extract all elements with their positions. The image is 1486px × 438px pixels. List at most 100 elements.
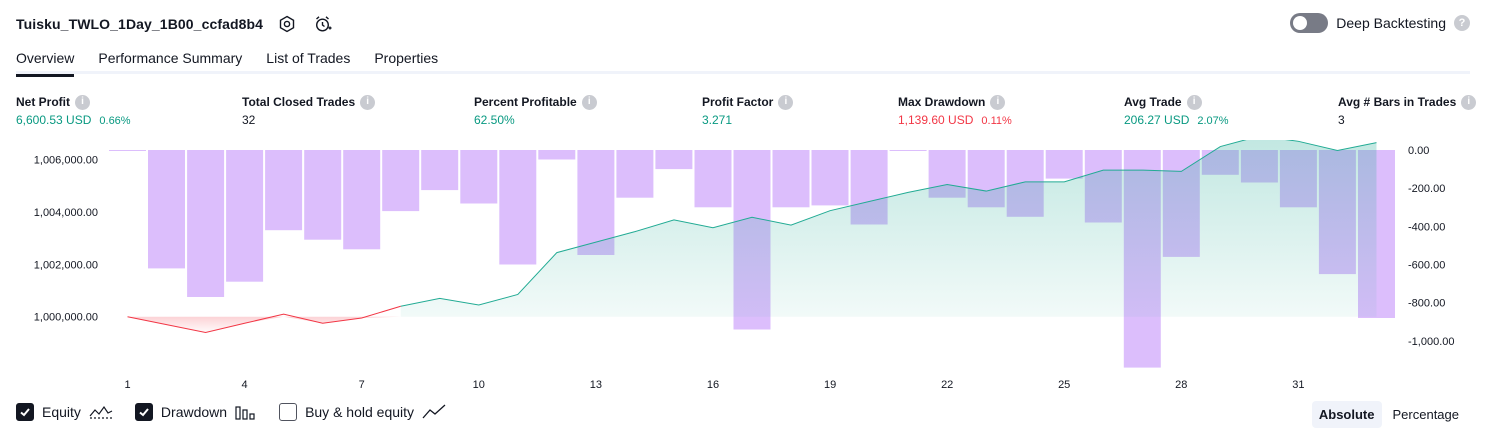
settings-icon[interactable]: [275, 12, 299, 36]
metric-label: Avg # Bars in Trades: [1338, 95, 1457, 109]
tab-properties[interactable]: Properties: [374, 50, 439, 66]
alert-clock-icon[interactable]: [311, 12, 335, 36]
info-icon[interactable]: i: [990, 94, 1006, 110]
equity-line-below: [127, 305, 401, 333]
y-tick-label-left: 1,002,000.00: [34, 259, 98, 271]
metric-avg-bars-in-trades: Avg # Bars in Trades i 3: [1338, 94, 1477, 127]
metric-sub: 0.66%: [99, 115, 131, 127]
metric-total-closed-trades: Total Closed Trades i 32: [242, 94, 376, 127]
info-icon[interactable]: i: [1186, 94, 1202, 110]
buy-hold-checkbox[interactable]: [279, 403, 298, 421]
drawdown-bar: [577, 150, 615, 255]
deep-backtesting-label: Deep Backtesting: [1336, 15, 1446, 31]
value-mode-switch: Absolute Percentage: [1311, 401, 1466, 428]
drawdown-bar: [187, 150, 225, 297]
equity-checkbox[interactable]: [16, 403, 34, 421]
drawdown-bar: [421, 150, 459, 191]
buy-hold-line-icon: [422, 404, 446, 420]
metric-value: 62.50%: [474, 113, 515, 127]
info-icon[interactable]: i: [1461, 94, 1477, 110]
y-tick-label-left: 1,000,000.00: [34, 312, 98, 324]
chart-legend: Equity Drawdown Buy & hold equity: [16, 403, 446, 421]
legend-label: Buy & hold equity: [305, 404, 415, 420]
metric-value: 3: [1338, 113, 1345, 127]
metric-label: Max Drawdown: [898, 95, 986, 109]
drawdown-bar: [265, 150, 303, 231]
metric-max-drawdown: Max Drawdown i 1,139.60 USD 0.11%: [898, 94, 1012, 127]
legend-buy-hold-equity[interactable]: Buy & hold equity: [279, 403, 446, 421]
metric-value: 6,600.53 USD: [16, 113, 92, 127]
info-icon[interactable]: i: [581, 94, 597, 110]
legend-label: Equity: [42, 404, 81, 420]
x-tick-label: 25: [1058, 379, 1070, 391]
drawdown-bar: [655, 150, 693, 170]
drawdown-bar: [460, 150, 498, 204]
drawdown-bar: [343, 150, 381, 250]
equity-line-above: [400, 140, 1377, 307]
drawdown-bar: [304, 150, 342, 240]
drawdown-bar: [1045, 150, 1083, 179]
y-tick-label-right: -400.00: [1408, 221, 1445, 233]
deep-backtesting-toggle[interactable]: [1290, 13, 1329, 33]
x-tick-label: 7: [359, 379, 365, 391]
strategy-header: Tuisku_TWLO_1Day_1B00_ccfad8b4: [16, 12, 335, 36]
metric-label: Profit Factor: [702, 95, 774, 109]
deep-backtesting: Deep Backtesting ?: [1290, 13, 1470, 33]
tab-list-of-trades[interactable]: List of Trades: [266, 50, 351, 66]
metric-label: Avg Trade: [1124, 95, 1182, 109]
x-axis: 1 4 7 10 13 16 19 22 25 28 31: [124, 379, 1304, 391]
drawdown-bar: [772, 150, 810, 208]
legend-label: Drawdown: [160, 404, 228, 420]
tab-overview[interactable]: Overview: [16, 44, 75, 77]
drawdown-bar: [109, 150, 146, 151]
equity-drawdown-chart[interactable]: 1,000,000.00 1,002,000.00 1,004,000.00 1,00…: [0, 140, 1486, 395]
drawdown-bar: [616, 150, 654, 198]
metric-sub: 2.07%: [1197, 115, 1229, 127]
drawdown-bar: [811, 150, 849, 206]
y-tick-label-right: -800.00: [1408, 298, 1445, 310]
y-tick-label-left: 1,004,000.00: [34, 207, 98, 219]
legend-drawdown[interactable]: Drawdown: [134, 403, 257, 421]
help-icon[interactable]: ?: [1454, 15, 1470, 31]
drawdown-checkbox[interactable]: [134, 403, 153, 421]
metric-label: Percent Profitable: [474, 95, 577, 109]
absolute-button[interactable]: Absolute: [1311, 401, 1382, 428]
metric-percent-profitable: Percent Profitable i 62.50%: [474, 94, 597, 127]
tab-performance-summary[interactable]: Performance Summary: [98, 50, 243, 66]
y-tick-label-left: 1,006,000.00: [34, 155, 98, 167]
info-icon[interactable]: i: [75, 94, 90, 110]
metric-sub: 0.11%: [981, 115, 1012, 127]
y-axis-right: 0.00 -200.00 -400.00 -600.00 -800.00 -1,000.0…: [1408, 145, 1454, 348]
drawdown-bar: [226, 150, 264, 282]
drawdown-bar: [889, 150, 927, 151]
x-tick-label: 28: [1175, 379, 1187, 391]
percentage-button[interactable]: Percentage: [1392, 407, 1460, 422]
metric-label: Net Profit: [16, 95, 70, 109]
y-tick-label-right: -600.00: [1408, 260, 1445, 272]
x-tick-label: 19: [824, 379, 836, 391]
y-tick-label-right: 0.00: [1408, 145, 1429, 157]
drawdown-bar: [694, 150, 732, 208]
legend-equity[interactable]: Equity: [16, 403, 113, 421]
metric-profit-factor: Profit Factor i 3.271: [702, 94, 794, 127]
info-icon[interactable]: i: [778, 94, 794, 110]
x-tick-label: 10: [473, 379, 485, 391]
x-tick-label: 1: [124, 379, 130, 391]
tab-bar: Overview Performance Summary List of Tra…: [16, 44, 1470, 77]
drawdown-bar: [148, 150, 185, 269]
info-icon[interactable]: i: [360, 94, 376, 110]
metric-value: 1,139.60 USD: [898, 113, 974, 127]
x-tick-label: 13: [590, 379, 602, 391]
equity-line-icon: [89, 404, 113, 420]
x-tick-label: 22: [941, 379, 953, 391]
metric-label: Total Closed Trades: [242, 95, 356, 109]
equity-area: [127, 140, 1377, 333]
y-tick-label-right: -1,000.00: [1408, 336, 1454, 348]
metric-value: 206.27 USD: [1124, 113, 1190, 127]
equity-below-start-fill: [127, 316, 401, 333]
drawdown-bar: [499, 150, 537, 265]
strategy-name: Tuisku_TWLO_1Day_1B00_ccfad8b4: [16, 16, 264, 32]
equity-above-start-fill: [400, 140, 1377, 317]
x-tick-label: 31: [1292, 379, 1304, 391]
y-tick-label-right: -200.00: [1408, 183, 1445, 195]
